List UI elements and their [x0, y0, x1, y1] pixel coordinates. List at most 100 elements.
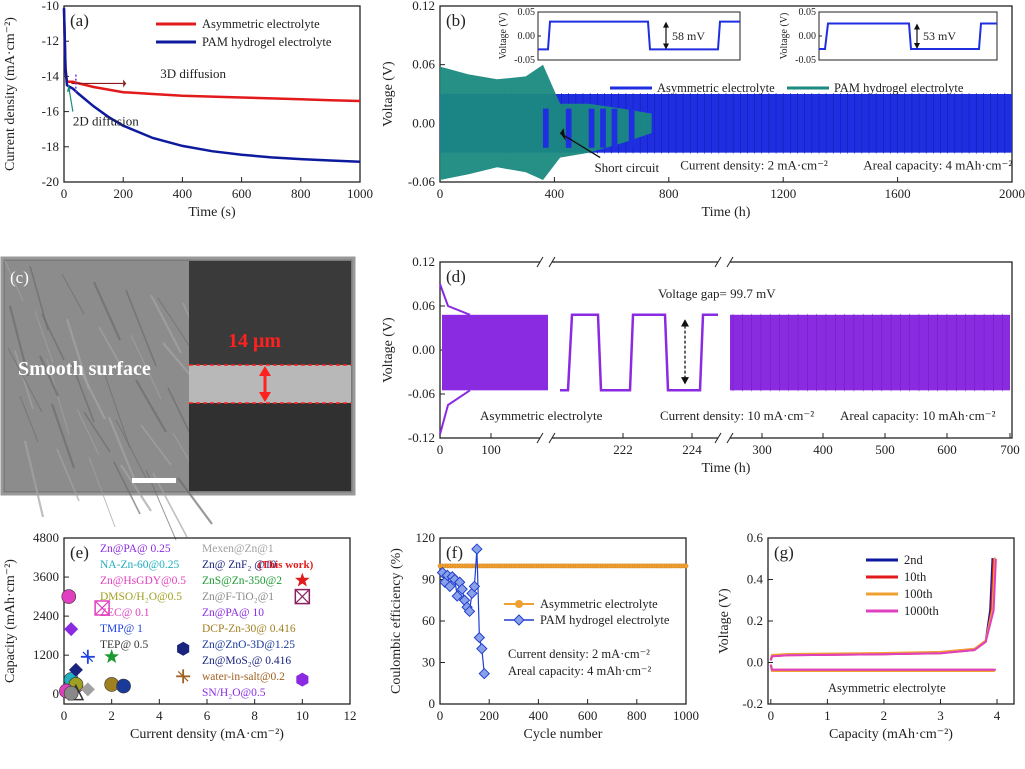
x-tick-label: 6: [204, 708, 211, 723]
legend-entry: PAM hydrogel electrolyte: [834, 81, 964, 95]
plot-g: 0 1 2 3 4 -0.2 0.0 0.2 0.4 0.6 Capacity (mAh·cm⁻²)…: [717, 530, 1015, 742]
x-tick-label: 200: [113, 186, 133, 201]
x-axis-label: Capacity (mAh·cm⁻²): [829, 727, 953, 742]
inset-trace: [819, 22, 997, 50]
break-mark: [536, 256, 544, 268]
legend-entry: Asymmetric electrolyte: [657, 81, 775, 95]
marker-8: [68, 662, 83, 677]
point-label: ZnS@Zn-350@2: [202, 575, 282, 587]
annotation-electrolyte: Asymmetric electrolyte: [480, 408, 603, 423]
x-tick-label: 4: [994, 708, 1001, 723]
inset-frame: [818, 11, 998, 61]
y-tick-label: 3600: [33, 569, 59, 584]
series-point-pam: [451, 590, 463, 602]
series-discharge-3: [769, 664, 996, 671]
inset-tick-label: -0.05: [514, 55, 535, 66]
series-charge-3: [769, 558, 997, 661]
inset-tick-label: 0.00: [518, 31, 536, 42]
sem-texture: [4, 260, 24, 302]
y-tick-label: 4800: [33, 530, 59, 545]
marker-11: [64, 622, 79, 637]
sem-texture: [135, 379, 167, 433]
break-mark: [726, 256, 734, 268]
sem-texture: [34, 310, 54, 364]
series-point-asymmetric: [683, 563, 689, 569]
break-mark: [714, 432, 722, 444]
point-label: Zn@PA@ 10: [202, 607, 264, 619]
y-tick-label: -0.12: [408, 430, 435, 445]
y-tick-label: 60: [422, 613, 435, 628]
inset-tick-label: 0.00: [799, 31, 817, 42]
arrow-head: [663, 21, 669, 28]
x-tick-label: 1000: [347, 186, 373, 201]
inset-tick-label: 0.05: [518, 7, 536, 18]
y-tick-label: 120: [416, 530, 436, 545]
marker-20-c: [94, 600, 110, 616]
x-tick-label: 400: [529, 708, 549, 723]
x-tick-label: 0: [437, 708, 444, 723]
sem-texture: [125, 289, 157, 367]
sem-texture: [76, 408, 100, 456]
x-axis-label: Time (h): [702, 205, 751, 220]
annotation-current: Current density: 2 mA·cm⁻²: [680, 157, 828, 172]
plot-b: 0 400 800 1200 1600 2000 -0.06 0.00 0.06 0.12 Time…: [381, 0, 1025, 220]
x-tick-label: 800: [659, 186, 679, 201]
y-tick-label: -18: [42, 139, 59, 154]
x-tick-label: 0: [437, 186, 444, 201]
y-tick-label: 30: [422, 655, 435, 670]
x-tick-label: 1200: [770, 186, 796, 201]
series-point-pam: [476, 642, 488, 655]
series-point-pam: [463, 605, 476, 618]
blue-block: [628, 108, 635, 148]
sem-texture: [8, 305, 30, 377]
x-tick-label: 600: [232, 186, 252, 201]
sem-texture: [103, 371, 131, 449]
sem-texture: [140, 424, 172, 466]
scale-bar: [132, 478, 176, 483]
x-tick-label: 700: [1000, 442, 1020, 457]
x-tick-label: 10: [296, 708, 309, 723]
plot-d: -0.12 -0.06 0.00 0.06 0.12 0 100 222 224 300 400 50…: [381, 254, 1020, 476]
point-label: DCP-Zn-30@ 0.416: [202, 623, 296, 635]
point-label: ZEC@ 0.1: [100, 607, 150, 619]
sem-texture: [29, 265, 49, 331]
y-tick-label: -16: [42, 104, 60, 119]
y-axis-label: Current density (mA·cm⁻²): [3, 17, 18, 171]
blue-block: [611, 108, 618, 148]
marker-7: [80, 682, 95, 697]
blue-block: [588, 108, 595, 148]
x-tick-label: 0: [437, 442, 444, 457]
inset-y-label: Voltage (V): [498, 13, 509, 60]
sem-texture: [23, 440, 45, 518]
point-label: NA-Zn-60@0.25: [100, 559, 180, 571]
panel-label: (e): [70, 543, 89, 562]
y-tick-label: -0.06: [408, 386, 436, 401]
sem-texture: [14, 350, 34, 410]
x-tick-label: 4: [156, 708, 163, 723]
sem-texture: [157, 297, 193, 351]
y-tick-label: 90: [422, 572, 435, 587]
plot-e: 0 2 4 6 8 10 12 0 1200 2400 3600 4800 Current densit…: [3, 530, 357, 742]
series-point-pam: [468, 580, 481, 593]
inset-trace: [538, 20, 740, 51]
x-tick-label: 600: [937, 442, 957, 457]
blue-block: [565, 108, 572, 148]
axis-break: [540, 435, 552, 441]
y-tick-label: -14: [42, 68, 60, 83]
y-tick-label: -12: [42, 33, 59, 48]
panel-label: (g): [774, 543, 794, 562]
panel-label: (f): [446, 543, 463, 562]
legend-entry: 2nd: [904, 553, 924, 567]
series-point-pam: [478, 667, 490, 680]
arrow-head: [681, 377, 689, 385]
y-tick-label: 0.00: [412, 342, 435, 357]
arrow-short-circuit: [559, 132, 601, 159]
series-trace-zoom: [560, 313, 718, 392]
blue-block: [600, 108, 606, 148]
series-point-pam: [473, 631, 486, 644]
arrow-head: [914, 42, 920, 49]
legend-entry: PAM hydrogel electrolyte: [202, 35, 332, 49]
sem-texture: [78, 366, 106, 420]
point-label: DMSO/H₂O@0.5: [100, 591, 182, 603]
panel-label: (b): [446, 11, 466, 30]
